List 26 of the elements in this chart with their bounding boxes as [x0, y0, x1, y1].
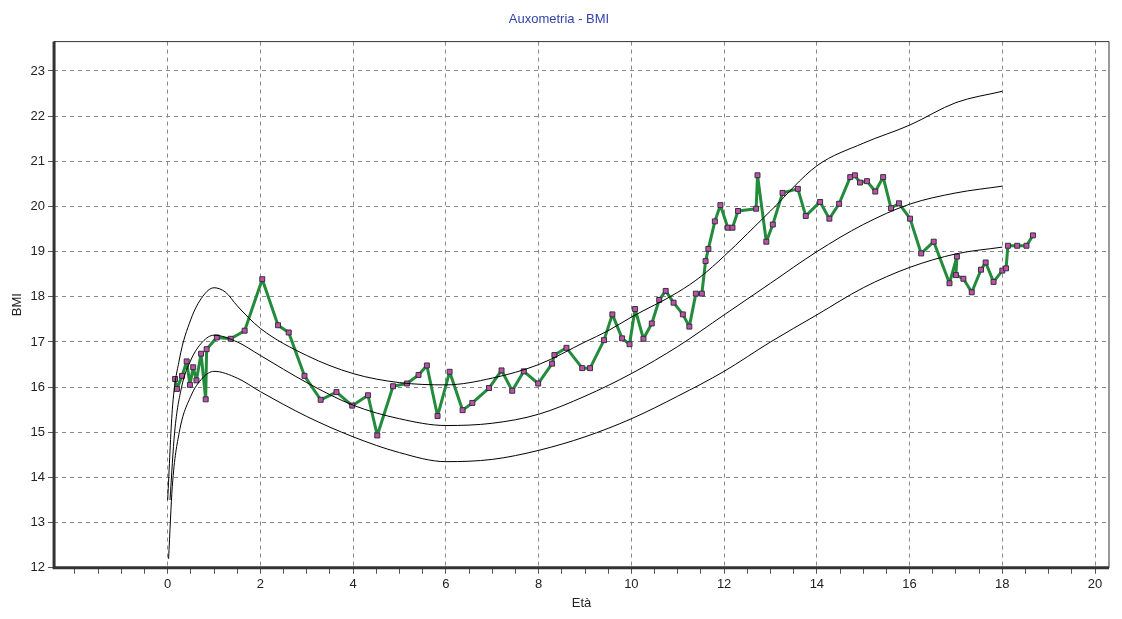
y-tick-label: 14 [30, 469, 46, 485]
x-axis-title: Età [571, 594, 593, 610]
y-tick-label: 21 [30, 152, 46, 168]
x-tick-label: 20 [1087, 576, 1103, 592]
x-tick-label: 4 [349, 576, 357, 592]
x-tick-label: 14 [809, 576, 825, 592]
y-tick-label: 18 [30, 288, 46, 304]
x-tick-label: 8 [535, 576, 543, 592]
x-tick-label: 6 [442, 576, 450, 592]
chart-title: Auxometria - BMI [508, 11, 610, 27]
y-tick-label: 15 [30, 423, 46, 439]
y-axis-title: BMI [9, 293, 25, 317]
x-tick-label: 16 [902, 576, 917, 592]
y-tick-label: 13 [30, 514, 46, 530]
y-tick-label: 19 [30, 243, 46, 259]
x-tick-label: 18 [995, 576, 1010, 592]
y-tick-label: 16 [30, 378, 46, 394]
x-tick-label: 10 [624, 576, 639, 592]
y-tick-label: 12 [30, 559, 46, 575]
y-tick-label: 20 [30, 198, 46, 214]
x-tick-label: 2 [256, 576, 265, 592]
y-tick-label: 22 [30, 107, 46, 123]
x-tick-label: 12 [716, 576, 732, 592]
y-tick-label: 23 [30, 62, 46, 78]
x-tick-label: 0 [164, 576, 172, 592]
y-tick-label: 17 [30, 333, 46, 349]
